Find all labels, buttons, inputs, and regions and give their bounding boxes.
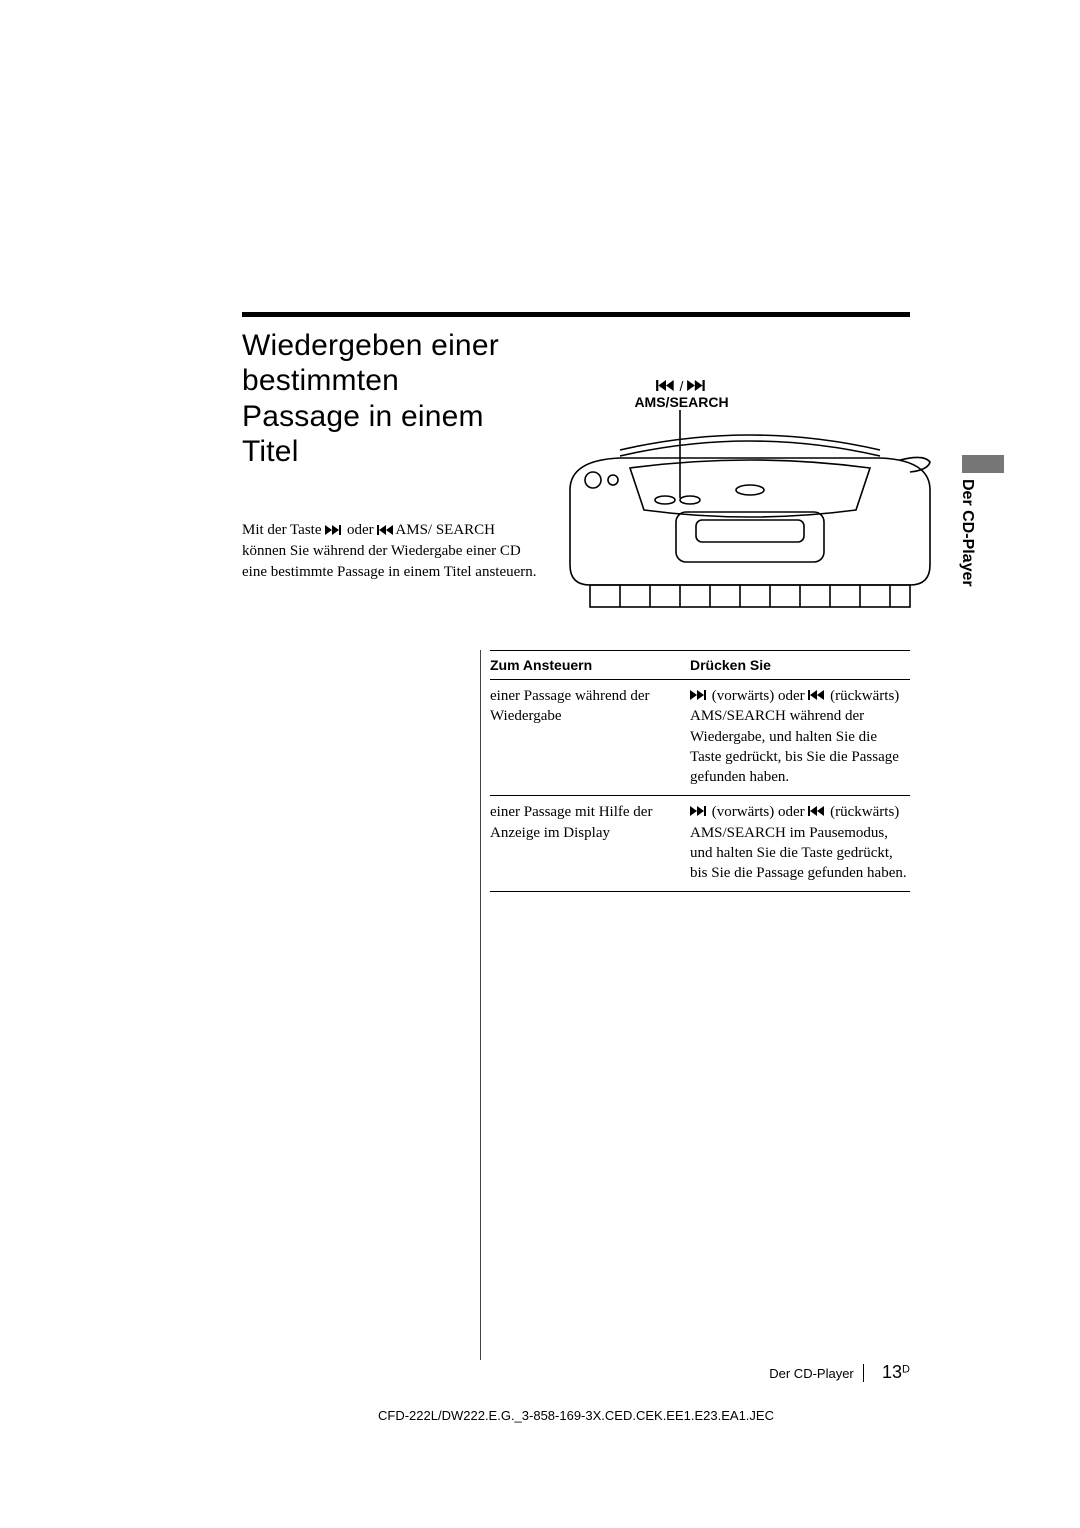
next-track-icon xyxy=(325,523,343,539)
table-cell-text: (vorwärts) oder xyxy=(708,804,808,820)
table-row: einer Passage mit Hilfe der Anzeige im D… xyxy=(490,796,910,891)
table-header-row: Zum Ansteuern Drücken Sie xyxy=(490,651,910,679)
table-header-cell: Zum Ansteuern xyxy=(490,657,690,673)
top-rule xyxy=(242,312,910,317)
intro-paragraph: Mit der Taste oder AMS/ SEARCH können Si… xyxy=(242,520,542,582)
table-cell-text: (vorwärts) oder xyxy=(708,688,808,704)
intro-text-pre: Mit der Taste xyxy=(242,522,325,538)
side-tab-label: Der CD-Player xyxy=(958,479,976,587)
table-rule xyxy=(490,891,910,892)
manual-page: Wiedergeben einer bestimmten Passage in … xyxy=(0,0,1080,1528)
column-divider xyxy=(480,650,481,1360)
section-side-tab: Der CD-Player xyxy=(954,455,982,615)
document-id: CFD-222L/DW222.E.G._3-858-169-3X.CED.CEK… xyxy=(242,1408,910,1423)
prev-track-icon xyxy=(808,804,826,820)
next-track-icon xyxy=(690,804,708,820)
table-cell: einer Passage mit Hilfe der Anzeige im D… xyxy=(490,802,690,883)
page-number: 13 xyxy=(882,1362,902,1382)
instruction-table: Zum Ansteuern Drücken Sie einer Passage … xyxy=(490,650,910,892)
page-title: Wiedergeben einer bestimmten Passage in … xyxy=(242,328,502,470)
footer-section-name: Der CD-Player xyxy=(769,1366,854,1381)
table-header-cell: Drücken Sie xyxy=(690,657,910,673)
prev-track-icon xyxy=(377,523,395,539)
page-footer: Der CD-Player 13D xyxy=(242,1362,910,1383)
table-cell: einer Passage während der Wiedergabe xyxy=(490,686,690,787)
next-track-icon xyxy=(690,688,708,704)
footer-divider xyxy=(863,1364,864,1382)
table-row: einer Passage während der Wiedergabe (vo… xyxy=(490,680,910,795)
intro-text-mid: oder xyxy=(343,522,377,538)
side-tab-marker xyxy=(962,455,1004,473)
table-cell: (vorwärts) oder (rückwärts) AMS/SEARCH w… xyxy=(690,686,910,787)
prev-track-icon xyxy=(808,688,826,704)
page-number-suffix: D xyxy=(902,1364,910,1376)
table-cell: (vorwärts) oder (rückwärts) AMS/SEARCH i… xyxy=(690,802,910,883)
device-illustration xyxy=(560,350,940,620)
